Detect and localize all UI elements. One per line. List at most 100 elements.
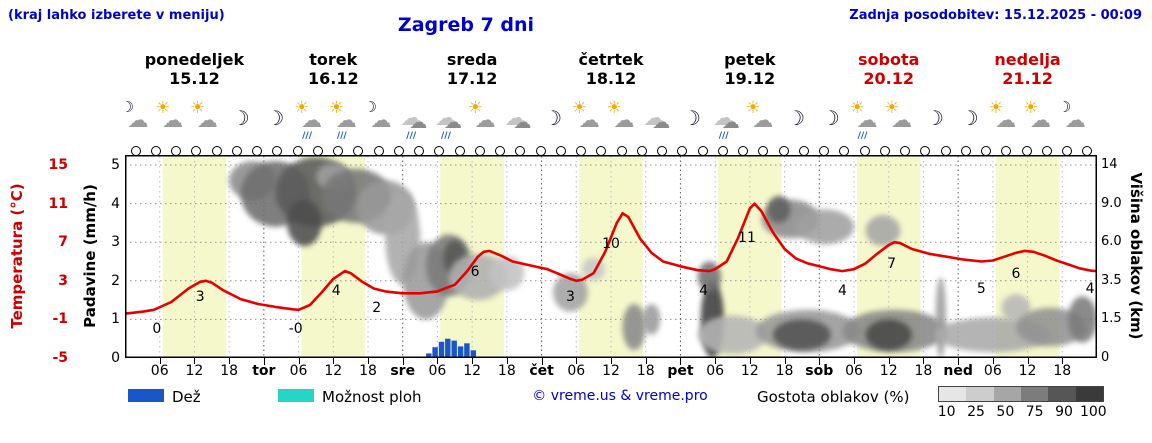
x-hour-label: 12 bbox=[879, 363, 898, 379]
cloud-icon: ☁ bbox=[162, 108, 184, 132]
sky-circle-marker bbox=[657, 146, 668, 156]
sky-circle-marker bbox=[778, 146, 789, 156]
sun-icon: ☀ bbox=[190, 98, 206, 118]
sky-circle-marker bbox=[900, 146, 911, 156]
rain-icon: ∕∕∕ bbox=[406, 131, 417, 141]
cloud-icon: ☁ bbox=[409, 112, 428, 133]
x-hour-label: 06 bbox=[567, 363, 586, 379]
moon-icon: ☽ bbox=[266, 106, 285, 130]
weather-icon-moon: ☽ bbox=[952, 98, 988, 144]
weather-icon-sun-cloud: ☀ ☁ bbox=[1021, 98, 1057, 144]
weather-icon-moon-cloud: ☽ ☁ bbox=[119, 98, 155, 144]
temperature-value-label: 0 bbox=[152, 321, 162, 338]
x-tick-day bbox=[263, 358, 265, 365]
sky-circle-marker bbox=[252, 146, 263, 156]
temperature-tick: 3 bbox=[58, 272, 68, 289]
day-name: četrtek bbox=[578, 50, 644, 69]
moon-icon: ☽ bbox=[544, 106, 563, 130]
x-hour-label: 18 bbox=[359, 363, 377, 379]
x-tick bbox=[333, 358, 335, 364]
weather-icon-sun-cloud-rain: ☀ ☁ ∕∕∕ bbox=[292, 98, 328, 144]
cloud-icon: ☁ bbox=[1064, 108, 1086, 132]
x-hour-label: 12 bbox=[324, 363, 343, 379]
moon-icon: ☽ bbox=[1057, 98, 1072, 116]
cloud-icon: ☁ bbox=[721, 112, 740, 133]
x-tick bbox=[229, 358, 231, 364]
sky-circle-marker bbox=[920, 146, 931, 156]
cloud-height-tick: 3.5 bbox=[1101, 272, 1122, 288]
precip-tick: 4 bbox=[111, 195, 120, 212]
x-tick bbox=[159, 358, 161, 364]
cloud-icon: ☁ bbox=[652, 112, 671, 133]
weather-icon-cloud-rain: ☁ ☁ ∕∕∕ bbox=[709, 98, 745, 144]
sky-circle-marker bbox=[535, 146, 546, 156]
weather-icon-moon: ☽ bbox=[223, 98, 259, 144]
weather-icon-moon: ☽ bbox=[674, 98, 710, 144]
rain-icon: ∕∕∕ bbox=[857, 131, 868, 141]
weather-icon-cloud: ☁ ☁ bbox=[639, 98, 675, 144]
temperature-value-label: 7 bbox=[887, 256, 897, 273]
gradient-segment bbox=[966, 387, 994, 401]
cloud-icon: ☁ bbox=[197, 108, 218, 132]
sky-circle-marker bbox=[393, 146, 404, 156]
sky-circle-marker bbox=[717, 146, 728, 156]
sky-circle-marker bbox=[879, 146, 890, 156]
temperature-tick: 15 bbox=[48, 157, 68, 173]
day-header-petek: petek 19.12 bbox=[680, 50, 820, 88]
gradient-segment bbox=[993, 387, 1021, 401]
cloud-height-tick: 0 bbox=[1101, 350, 1110, 365]
x-hour-label: 06 bbox=[289, 363, 308, 379]
location-hint-note: (kraj lahko izberete v meniju) bbox=[8, 8, 225, 23]
day-name: sreda bbox=[446, 50, 498, 69]
x-tick bbox=[888, 358, 890, 364]
x-hour-label: 06 bbox=[706, 363, 725, 379]
weather-icon-sun-cloud-rain: ☀ ☁ ∕∕∕ bbox=[327, 98, 363, 144]
copyright-link[interactable]: © vreme.us & vreme.pro bbox=[532, 388, 708, 404]
weather-icon-moon: ☽ bbox=[778, 98, 814, 144]
temperature-tick: -5 bbox=[52, 350, 68, 366]
x-hour-label: 12 bbox=[1018, 363, 1037, 379]
weather-icon-sun-cloud: ☀ ☁ bbox=[570, 98, 606, 144]
sky-circle-marker bbox=[150, 146, 161, 156]
sky-circle-marker bbox=[211, 146, 222, 156]
x-tick bbox=[611, 358, 612, 364]
sky-circle-marker bbox=[353, 146, 364, 156]
sun-icon: ☀ bbox=[294, 98, 310, 118]
sun-icon: ☀ bbox=[988, 98, 1004, 118]
day-date: 18.12 bbox=[585, 69, 637, 88]
day-name: nedelja bbox=[994, 50, 1061, 69]
x-tick bbox=[368, 358, 369, 364]
x-hour-label: 18 bbox=[497, 363, 516, 379]
sky-circle-marker bbox=[414, 146, 425, 156]
sky-circle-marker bbox=[171, 146, 182, 156]
weather-icon-sun-cloud: ☀ ☁ bbox=[743, 98, 779, 144]
gradient-tick: 10 bbox=[937, 404, 956, 420]
day-date: 15.12 bbox=[169, 69, 220, 88]
moon-icon: ☽ bbox=[960, 106, 979, 130]
page-title: Zagreb 7 dni bbox=[397, 14, 535, 36]
cloud-height-tick: 9.0 bbox=[1101, 195, 1122, 211]
day-date: 19.12 bbox=[724, 69, 776, 88]
moon-icon: ☽ bbox=[683, 106, 701, 130]
day-name: sobota bbox=[858, 50, 920, 69]
sky-circle-marker bbox=[859, 146, 870, 156]
x-tick bbox=[992, 358, 994, 364]
x-tick-day bbox=[541, 358, 543, 365]
day-header-torek: torek 16.12 bbox=[263, 50, 403, 88]
sky-circle-marker bbox=[292, 146, 303, 156]
x-tick bbox=[854, 358, 855, 364]
weather-icon-moon-cloud: ☽ ☁ bbox=[362, 98, 398, 144]
weather-icon-sun-cloud-rain: ☀ ☁ ∕∕∕ bbox=[848, 98, 884, 144]
sky-circle-marker bbox=[555, 146, 566, 156]
gradient-segment bbox=[1075, 387, 1103, 401]
sky-circle-marker bbox=[231, 146, 242, 156]
cloud-icon: ☁ bbox=[335, 108, 357, 132]
cloud-density-gradient-bar bbox=[938, 386, 1104, 402]
sky-circle-marker bbox=[1041, 146, 1052, 156]
sky-circle-marker bbox=[576, 146, 587, 156]
sun-icon: ☀ bbox=[328, 98, 345, 118]
temperature-value-label: 10 bbox=[602, 236, 620, 253]
chart-canvas bbox=[125, 155, 1097, 358]
cloud-density-scale-values: 10 25 50 75 90 100 bbox=[932, 404, 1108, 420]
sky-circle-marker bbox=[738, 146, 749, 156]
